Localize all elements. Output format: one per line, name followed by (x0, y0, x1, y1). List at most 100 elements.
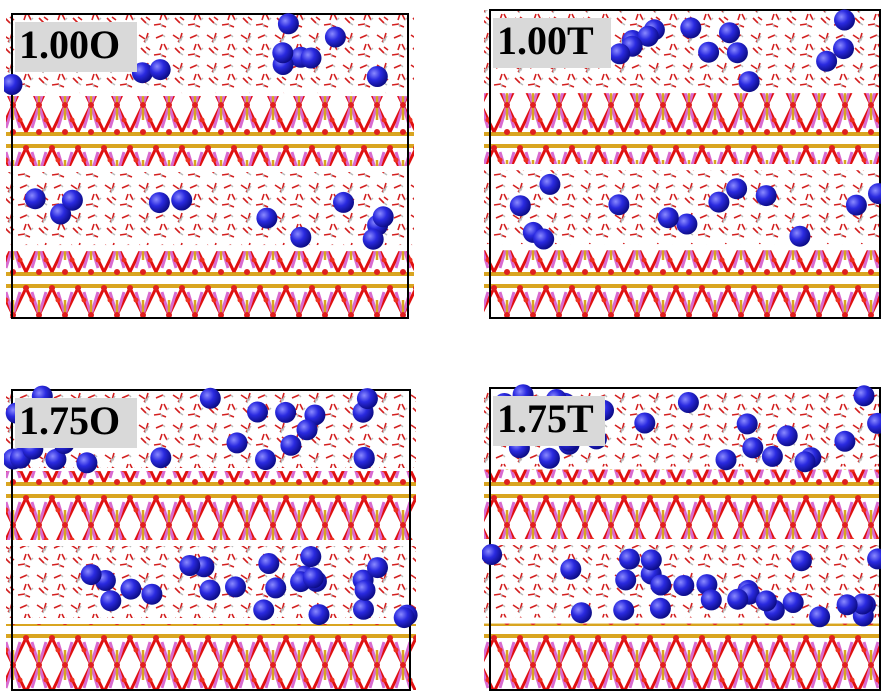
ion-sphere (394, 607, 415, 628)
ion-sphere (742, 437, 763, 458)
clay-layer (6, 624, 416, 690)
ion-sphere (698, 42, 719, 63)
ion-sphere (608, 194, 629, 215)
ion-sphere (179, 555, 200, 576)
clay-layer (484, 624, 881, 690)
ion-sphere (25, 188, 46, 209)
ion-sphere (727, 589, 748, 610)
ion-sphere (609, 43, 630, 64)
ion-sphere (225, 576, 246, 597)
panel: 1.00T (484, 10, 881, 319)
ion-sphere (309, 604, 330, 625)
ion-sphere (795, 451, 816, 472)
ion-sphere (533, 229, 554, 250)
ion-sphere (171, 190, 192, 211)
ion-sphere (2, 74, 23, 95)
ion-sphere (141, 584, 162, 605)
ion-sphere (791, 550, 812, 571)
clay-layer (6, 471, 416, 540)
ion-sphere (200, 388, 221, 409)
ion-sphere (676, 214, 697, 235)
ion-sphere (275, 402, 296, 423)
ion-sphere (272, 42, 293, 63)
ion-sphere (303, 567, 324, 588)
ion-sphere (634, 413, 655, 434)
ion-sphere (373, 206, 394, 227)
ion-sphere (149, 192, 170, 213)
ion-sphere (290, 227, 311, 248)
ion-sphere (837, 594, 858, 615)
ion-sphere (539, 448, 560, 469)
panel-label: 1.00O (19, 22, 120, 67)
ion-sphere (76, 452, 97, 473)
ion-sphere (265, 577, 286, 598)
ion-sphere (756, 590, 777, 611)
ion-sphere (200, 580, 221, 601)
ion-sphere (833, 38, 854, 59)
ion-sphere (258, 553, 279, 574)
ion-sphere (367, 66, 388, 87)
ion-sphere (762, 446, 783, 467)
ion-sphere (357, 388, 378, 409)
ion-sphere (120, 579, 141, 600)
ion-sphere (658, 207, 679, 228)
panel-label: 1.75T (497, 396, 594, 441)
ion-sphere (650, 598, 671, 619)
ion-sphere (846, 195, 867, 216)
figure: 1.00O 1.00T 1.75O 1.75T (0, 0, 881, 693)
ion-sphere (650, 575, 671, 596)
ion-sphere (278, 13, 299, 34)
ion-sphere (854, 385, 875, 406)
panel: 1.75O (3, 386, 418, 690)
ion-sphere (62, 190, 83, 211)
ion-sphere (280, 435, 301, 456)
ion-sphere (571, 602, 592, 623)
ion-sphere (354, 448, 375, 469)
ion-sphere (367, 557, 388, 578)
ion-sphere (719, 22, 740, 43)
ion-sphere (539, 174, 560, 195)
ion-sphere (716, 449, 737, 470)
ion-sphere (701, 589, 722, 610)
ion-sphere (227, 432, 248, 453)
ion-sphere (613, 600, 634, 621)
ion-sphere (783, 592, 804, 613)
clay-layer (484, 93, 881, 164)
ion-sphere (253, 599, 274, 620)
ion-sphere (100, 590, 121, 611)
ion-sphere (834, 431, 855, 452)
clay-layer (6, 96, 414, 166)
ion-sphere (560, 559, 581, 580)
panels: 1.00O 1.00T 1.75O 1.75T (2, 10, 881, 691)
ion-sphere (678, 392, 699, 413)
ion-sphere (809, 606, 830, 627)
clay-layer (6, 251, 414, 318)
panel-label: 1.00T (497, 18, 594, 63)
panel-label: 1.75O (19, 398, 120, 443)
ion-sphere (641, 549, 662, 570)
ion-sphere (777, 425, 798, 446)
ion-sphere (726, 178, 747, 199)
ion-sphere (619, 549, 640, 570)
ion-sphere (353, 599, 374, 620)
clay-layer (484, 250, 881, 318)
ion-sphere (708, 192, 729, 213)
panel: 1.75T (481, 384, 881, 690)
clay-layer (484, 470, 881, 539)
ion-sphere (739, 71, 760, 92)
ion-sphere (727, 42, 748, 63)
ion-sphere (333, 192, 354, 213)
ion-sphere (150, 447, 171, 468)
ion-sphere (150, 59, 171, 80)
ion-sphere (325, 27, 346, 48)
ion-sphere (615, 569, 636, 590)
panel: 1.00O (2, 13, 415, 318)
ion-sphere (355, 580, 376, 601)
ion-sphere (247, 402, 268, 423)
ion-sphere (363, 229, 384, 250)
ion-sphere (300, 546, 321, 567)
ion-sphere (256, 208, 277, 229)
ion-sphere (789, 226, 810, 247)
ion-sphere (737, 413, 758, 434)
ion-sphere (756, 185, 777, 206)
